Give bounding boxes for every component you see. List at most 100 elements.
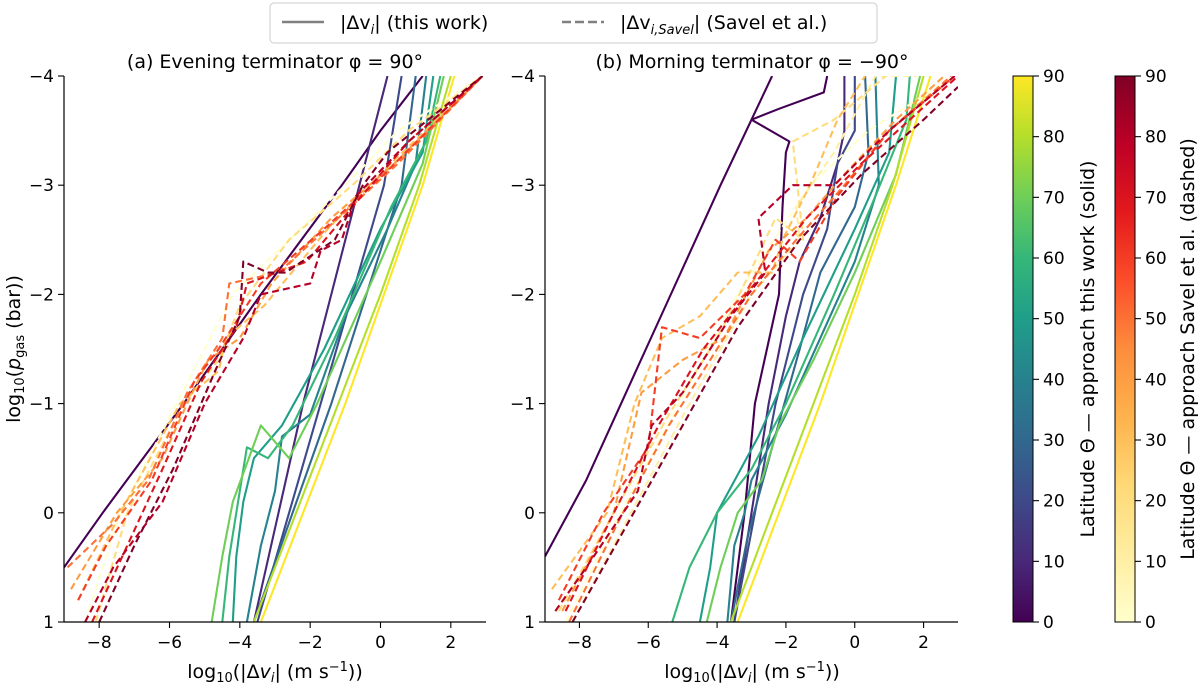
panel-a-series: [64, 76, 484, 622]
panel-b-dashed-line-lat90-20: [571, 86, 958, 622]
panel-b-xtick-label: −4: [705, 633, 730, 653]
panel-a-ytick-label: −4: [29, 67, 54, 87]
panel-b-xtick-label: 2: [918, 633, 929, 653]
panel-b-xtick-label: −2: [773, 633, 798, 653]
panel-a-xtick-label: −4: [227, 633, 252, 653]
colorbar-dashed-tick-label: 20: [1145, 492, 1167, 512]
panel-a: (a) Evening terminator φ = 90° −8 −6 −4 −2 0…: [3, 51, 486, 686]
panel-b-xtick-label: −6: [636, 633, 661, 653]
colorbar-dashed: 0 10 20 30 40 50 60 70 80 90 Latitude Θ — approac…: [1114, 67, 1199, 633]
panel-a-solid-line-lat0-0: [64, 76, 424, 569]
colorbar-dashed-tick-label: 10: [1145, 552, 1167, 572]
panel-b-ytick-label: −1: [510, 395, 535, 415]
colorbar-solid: 0 10 20 30 40 50 60 70 80 90 Latitude Θ — approac…: [1012, 67, 1099, 633]
panel-a-ytick-label: −2: [29, 285, 54, 305]
panel-b-dashed-line-lat40-15: [561, 76, 945, 612]
colorbar-solid-tick-label: 70: [1043, 188, 1065, 208]
panel-a-dashed-line-lat30-12: [77, 76, 484, 601]
panel-a-xlabel: log10(|Δvi| (m s−1)): [187, 660, 363, 686]
colorbar-dashed-label: Latitude Θ — approach Savel et al. (dash…: [1177, 138, 1199, 560]
panel-a-solid-line-lat30-3: [252, 76, 417, 622]
panel-a-solid-line-lat60-6: [221, 76, 442, 622]
panel-a-title: (a) Evening terminator φ = 90°: [127, 51, 423, 73]
panel-b-ticks: −8 −6 −4 −2 0 2 1 0 −1 −2 −3 −4: [510, 67, 929, 653]
panel-a-dashed-line-lat50-14: [66, 76, 484, 569]
panel-b-series: [545, 76, 958, 622]
panel-a-dashed-line-lat90-18: [98, 76, 484, 622]
panel-b-ytick-label: −3: [510, 176, 535, 196]
colorbar-solid-tick-label: 30: [1043, 431, 1065, 451]
panel-b-solid-line-lat30-4: [729, 76, 870, 622]
panel-b-solid-line-lat50-6: [698, 76, 898, 622]
panel-b-ytick-label: −2: [510, 285, 535, 305]
colorbar-dashed-tick-label: 60: [1145, 249, 1167, 269]
colorbar-dashed-tick-label: 70: [1145, 188, 1167, 208]
legend-frame: [269, 2, 878, 44]
panel-b-solid-line-lat0-1: [729, 76, 829, 622]
colorbar-solid-ticks: 0 10 20 30 40 50 60 70 80 90: [1033, 67, 1065, 633]
panel-a-xtick-label: −6: [157, 633, 182, 653]
panel-a-solid-line-lat80-8: [252, 76, 452, 622]
panel-a-solid-line-lat40-4: [245, 76, 428, 622]
panel-a-ytick-label: −1: [29, 395, 54, 415]
panel-a-ytick-label: −3: [29, 176, 54, 196]
panel-b-dashed-line-lat0-11: [564, 76, 956, 622]
colorbar-solid-tick-label: 20: [1043, 492, 1065, 512]
panel-b-dashed-line-lat80-19: [554, 76, 956, 612]
panel-b-xtick-label: −8: [567, 633, 592, 653]
colorbar-dashed-tick-label: 40: [1145, 370, 1167, 390]
colorbar-dashed-tick-label: 0: [1145, 613, 1156, 633]
colorbar-dashed-tick-label: 80: [1145, 128, 1167, 148]
colorbar-solid-label: Latitude Θ — approach this work (solid): [1077, 161, 1099, 538]
panel-a-solid-line-lat50-5: [231, 76, 435, 622]
colorbar-solid-tick-label: 60: [1043, 249, 1065, 269]
colorbar-dashed-tick-label: 50: [1145, 310, 1167, 330]
colorbar-solid-tick-label: 0: [1043, 613, 1054, 633]
colorbar-solid-tick-label: 90: [1043, 67, 1065, 87]
panel-b-solid-line-lat60-7: [671, 76, 911, 622]
panel-a-ylabel: log10(pgas (bar)): [3, 275, 28, 423]
panel-b-dashed-line-lat70-18: [564, 76, 958, 612]
panel-a-dashed-line-lat70-16: [91, 76, 484, 622]
colorbar-solid-gradient: [1012, 75, 1034, 623]
panel-a-ytick-label: 1: [43, 613, 54, 633]
panel-b-dashed-line-lat50-16: [568, 76, 952, 622]
panel-b-dashed-line-lat10-12: [571, 76, 917, 622]
legend-solid-label: |Δvi| (this work): [340, 12, 488, 38]
panel-a-xtick-label: 0: [375, 633, 386, 653]
panel-a-dashed-line-lat0-10: [84, 76, 484, 622]
panel-b-solid-line-lat70-8: [705, 76, 922, 622]
panel-b-ytick-label: −4: [510, 67, 535, 87]
panel-b-title: (b) Morning terminator φ = −90°: [595, 51, 908, 73]
colorbar-dashed-tick-label: 90: [1145, 67, 1167, 87]
colorbar-solid-tick-label: 80: [1043, 128, 1065, 148]
panel-b-dashed-line-lat30-14: [551, 76, 866, 590]
colorbar-dashed-gradient: [1114, 75, 1136, 623]
panel-b-solid-line-lat80-9: [729, 76, 925, 622]
panel-b-xtick-label: 0: [849, 633, 860, 653]
legend-dashed-label: |Δvi,Savel| (Savel et al.): [620, 12, 827, 38]
panel-a-solid-line-lat10-1: [252, 76, 389, 622]
panel-a-dashed-line-lat80-17: [84, 76, 484, 622]
panel-a-xtick-label: 2: [445, 633, 456, 653]
colorbar-solid-tick-label: 10: [1043, 552, 1065, 572]
panel-a-dashed-line-lat60-15: [77, 76, 484, 601]
colorbar-dashed-ticks: 0 10 20 30 40 50 60 70 80 90: [1135, 67, 1167, 633]
panel-b-dashed-line-lat60-17: [557, 76, 956, 601]
colorbar-solid-tick-label: 40: [1043, 370, 1065, 390]
panel-b-ytick-label: 0: [524, 504, 535, 524]
panel-b-xlabel: log10(|Δvi| (m s−1)): [664, 660, 840, 686]
colorbar-dashed-tick-label: 30: [1145, 431, 1167, 451]
panel-a-xtick-label: −8: [87, 633, 112, 653]
legend: |Δvi| (this work) |Δvi,Savel| (Savel et …: [269, 2, 878, 44]
panel-a-xtick-label: −2: [298, 633, 323, 653]
panel-b-ytick-label: 1: [524, 613, 535, 633]
panel-a-solid-line-lat90-9: [259, 76, 456, 622]
panel-a-ticks: −8 −6 −4 −2 0 2 1 0 −1 −2 −3 −4: [29, 67, 456, 653]
panel-b: (b) Morning terminator φ = −90° −8 −6 −4 −2…: [510, 51, 958, 686]
panel-b-solid-line-lat90-10: [736, 76, 932, 622]
colorbar-solid-tick-label: 50: [1043, 310, 1065, 330]
panel-a-ytick-label: 0: [43, 504, 54, 524]
panel-a-solid-line-lat70-7: [210, 76, 445, 622]
